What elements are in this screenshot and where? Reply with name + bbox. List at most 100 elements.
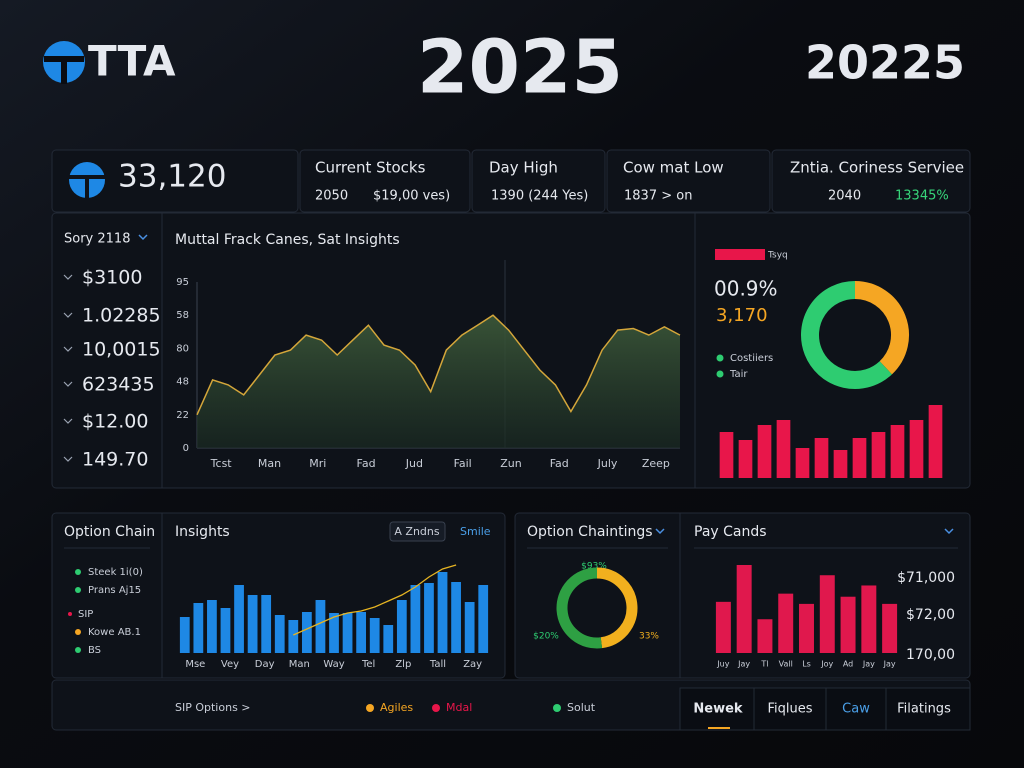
bar — [757, 425, 772, 478]
x-tick-label: Tall — [429, 659, 446, 670]
bar — [424, 583, 434, 653]
dropdown-chevron[interactable] — [944, 528, 954, 535]
donut-segment — [801, 281, 892, 389]
badge-bar — [715, 249, 765, 260]
x-tick-label: Fad — [357, 457, 376, 470]
bar — [179, 617, 190, 653]
logo-cut — [61, 56, 67, 84]
legend-dot — [68, 612, 72, 616]
panel-title: Insights — [175, 524, 230, 540]
card-value: 1837 > on — [624, 189, 692, 204]
tab[interactable]: Caw — [842, 702, 870, 717]
chart-title: Muttal Frack Canes, Sat Insights — [175, 232, 400, 248]
dropdown-chevron[interactable] — [655, 528, 665, 535]
bar — [369, 618, 380, 653]
year-label: 20225 — [805, 36, 965, 90]
bar — [356, 612, 367, 653]
tab[interactable]: Newek — [693, 702, 743, 717]
donut-label: $93% — [581, 562, 607, 572]
x-tick-label: Jay — [883, 660, 896, 669]
sidebar-filter[interactable]: Sory 2118 — [64, 232, 130, 247]
card-value: 1390 (244 Yes) — [491, 189, 588, 204]
bar — [288, 620, 299, 653]
bar — [274, 615, 285, 653]
legend-label: Prans Aj15 — [88, 585, 141, 596]
x-tick-label: Vall — [779, 660, 793, 669]
bar — [315, 600, 326, 653]
y-tick-label: 48 — [176, 377, 189, 388]
area-line — [196, 314, 681, 416]
sidebar-list: $3100 1.02285 10,0015 623435 $12.00 149.… — [63, 267, 161, 471]
bar — [819, 575, 835, 653]
footer-link[interactable]: SIP Options > — [175, 701, 251, 714]
button-label[interactable]: A Zndns — [394, 525, 439, 538]
panel-title: Pay Cands — [694, 524, 767, 540]
legend-dot — [553, 704, 561, 712]
stat-card — [299, 149, 471, 213]
legend-label: SIP — [78, 609, 93, 620]
bar — [342, 613, 353, 653]
sidebar-item: 623435 — [82, 374, 155, 396]
x-tick-label: Zay — [463, 659, 482, 670]
summary-card — [51, 149, 299, 213]
tab[interactable]: Filatings — [897, 702, 951, 717]
bar — [437, 572, 448, 653]
insights-link[interactable]: Smile — [460, 525, 491, 538]
tab[interactable]: Fiqlues — [767, 702, 812, 717]
x-tick-label: Zlp — [395, 659, 411, 670]
x-tick-label: Ls — [802, 660, 811, 669]
legend-label: Steek 1i(0) — [88, 567, 143, 578]
legend-dot — [75, 569, 81, 575]
bar — [715, 601, 731, 653]
stat-card — [606, 149, 771, 213]
bar — [396, 600, 407, 653]
bar — [220, 608, 231, 653]
x-tick-label: Man — [289, 659, 310, 670]
legend-label: Solut — [567, 701, 596, 714]
x-tick-label: Jay — [862, 660, 875, 669]
donut-label: 33% — [639, 632, 659, 642]
x-tick-label: Day — [255, 659, 275, 670]
summary-value: 33,120 — [118, 159, 226, 195]
bar — [261, 595, 272, 653]
summary-icon-cut — [85, 175, 89, 199]
insights-button[interactable] — [389, 521, 446, 542]
pay-label: 170,00 — [906, 647, 955, 663]
x-tick-label: Jud — [405, 457, 423, 470]
dropdown-chevron[interactable] — [138, 234, 148, 241]
bar — [451, 582, 461, 653]
card-value: $19,00 ves) — [373, 189, 450, 204]
donut-percent: 00.9% — [714, 277, 778, 301]
bar — [193, 603, 204, 653]
bar — [478, 585, 489, 653]
sidebar-item: $3100 — [82, 267, 142, 289]
panel-title: Option Chain — [64, 524, 155, 540]
card-title: Cow mat Low — [623, 159, 724, 177]
bar — [833, 450, 848, 478]
bar — [778, 593, 794, 653]
y-tick-label: 80 — [176, 343, 189, 354]
y-tick-label: 22 — [176, 410, 189, 421]
legend-dot — [75, 629, 81, 635]
bar — [410, 585, 421, 653]
logo-text: TTA — [88, 37, 176, 86]
donut-segment — [556, 567, 603, 649]
bar — [383, 625, 394, 653]
bar — [301, 612, 312, 653]
x-tick-label: Way — [323, 659, 344, 670]
tab-bar — [679, 687, 971, 731]
bar — [840, 596, 856, 653]
bar — [861, 585, 877, 653]
sidebar-item: 149.70 — [82, 449, 148, 471]
bar — [464, 602, 475, 653]
trend-line — [293, 564, 457, 636]
legend-label: BS — [88, 645, 101, 656]
x-tick-label: Juy — [716, 660, 729, 669]
pay-label: $71,000 — [897, 570, 955, 586]
tab-underline — [708, 727, 730, 729]
sidebar-item: 1.02285 — [82, 305, 161, 327]
bar — [814, 438, 829, 478]
x-tick-label: Joy — [820, 660, 833, 669]
